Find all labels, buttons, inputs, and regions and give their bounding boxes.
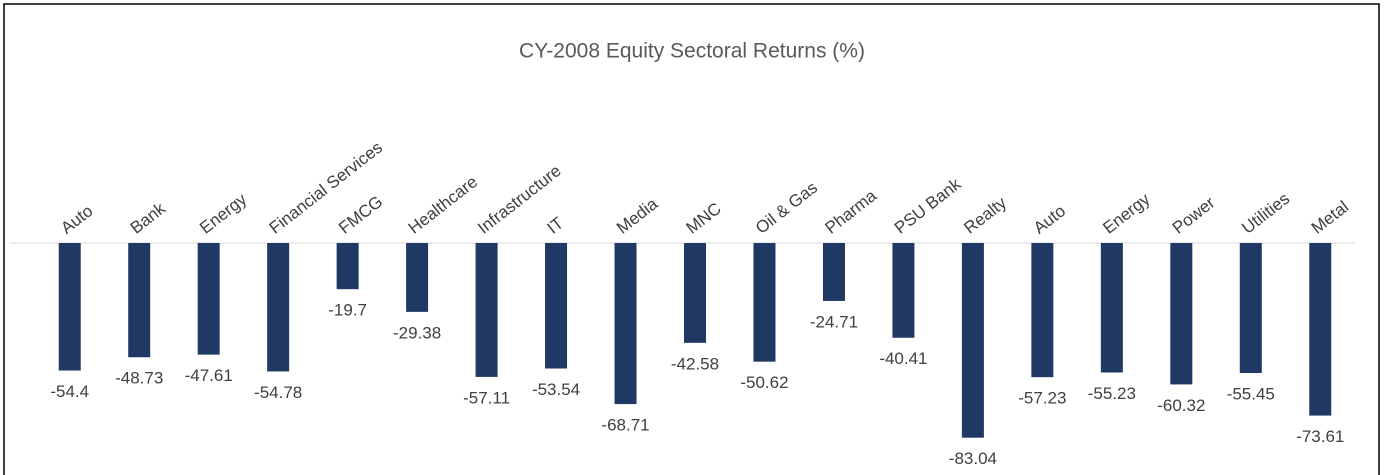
data-label: -29.38 xyxy=(393,323,441,342)
data-label: -68.71 xyxy=(601,416,649,435)
data-label: -47.61 xyxy=(185,366,233,385)
data-label: -53.54 xyxy=(532,380,580,399)
bar xyxy=(267,243,290,372)
data-label: -40.41 xyxy=(879,349,927,368)
data-label: -19.7 xyxy=(328,301,367,320)
data-label: -57.11 xyxy=(463,388,510,407)
bar xyxy=(1309,243,1332,416)
data-label: -54.78 xyxy=(254,383,302,402)
bar xyxy=(128,243,151,358)
bar xyxy=(406,243,429,312)
bar xyxy=(753,243,776,362)
bar xyxy=(1170,243,1193,385)
data-label: -55.23 xyxy=(1088,384,1136,403)
data-label: -55.45 xyxy=(1227,384,1275,403)
bar xyxy=(684,243,706,343)
bar xyxy=(58,243,81,371)
chart-title: CY-2008 Equity Sectoral Returns (%) xyxy=(519,40,865,63)
bar xyxy=(336,243,359,290)
data-label: -57.23 xyxy=(1018,389,1066,408)
chart-frame xyxy=(3,3,1380,475)
data-label: -60.32 xyxy=(1157,396,1205,415)
bar xyxy=(197,243,220,355)
data-label: -83.04 xyxy=(949,449,997,468)
data-label: -24.71 xyxy=(810,312,858,331)
data-label: -50.62 xyxy=(740,373,788,392)
bar xyxy=(545,243,568,369)
bar xyxy=(1100,243,1123,373)
bar xyxy=(475,243,498,377)
bar xyxy=(822,243,845,301)
bar xyxy=(961,243,984,438)
data-label: -48.73 xyxy=(115,369,163,388)
data-label: -54.4 xyxy=(50,382,89,401)
data-label: -73.61 xyxy=(1296,427,1344,446)
bar xyxy=(1239,243,1262,373)
bar xyxy=(614,243,637,405)
data-label: -42.58 xyxy=(671,354,719,373)
bar xyxy=(1031,243,1054,378)
bar xyxy=(892,243,915,338)
